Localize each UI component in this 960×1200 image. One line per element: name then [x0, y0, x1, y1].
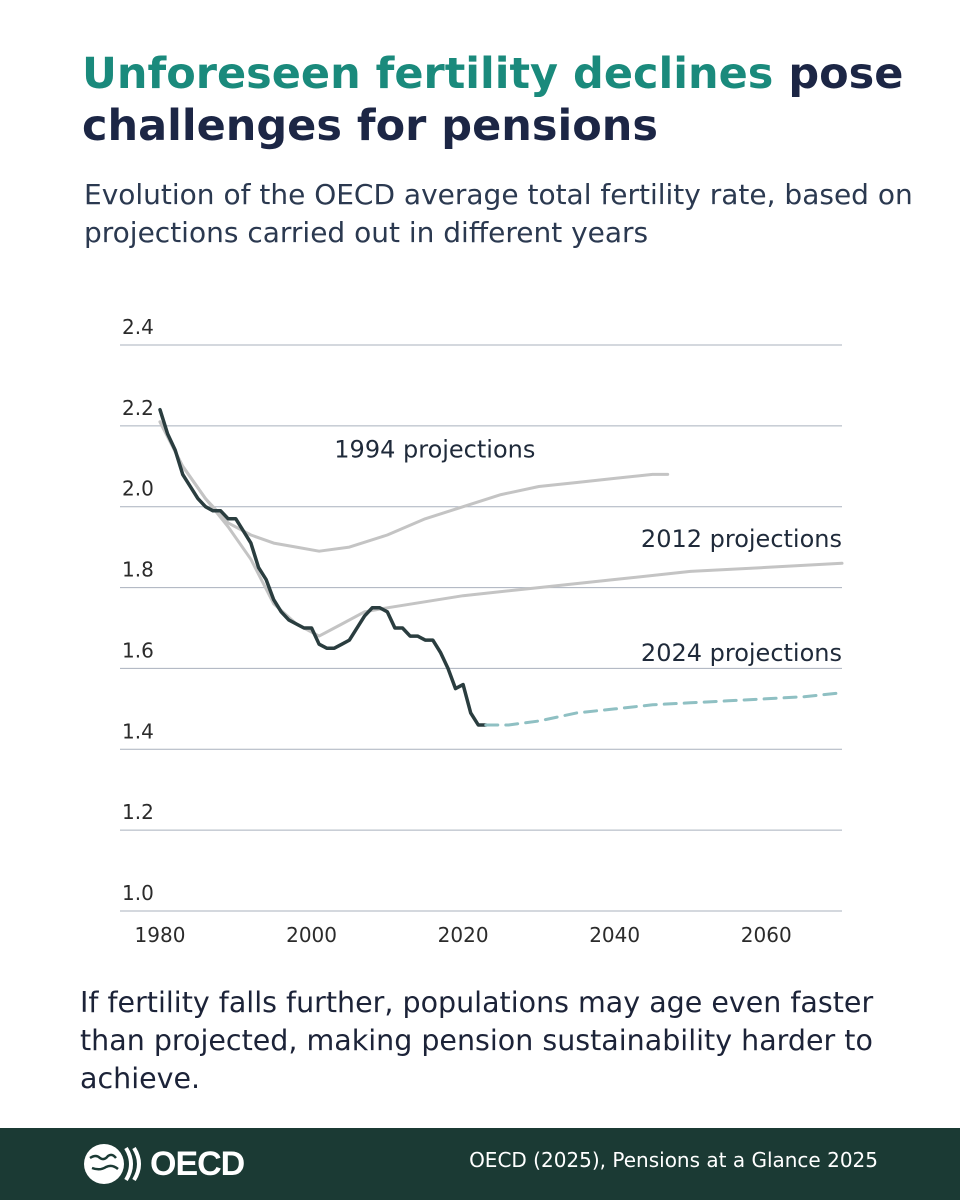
- series-labels: 1994 projections 2012 projections 2024 pro…: [334, 435, 842, 667]
- y-tick-label: 1.0: [122, 881, 154, 905]
- y-tick-label: 2.0: [122, 477, 154, 501]
- chart-subtitle: Evolution of the OECD average total fert…: [84, 178, 913, 249]
- y-tick-label: 1.6: [122, 638, 154, 662]
- x-tick-label: 2040: [589, 923, 640, 947]
- x-tick-label: 2020: [438, 923, 489, 947]
- chart-series-lines: [158, 407, 844, 727]
- y-tick-label: 1.2: [122, 800, 154, 824]
- page-title: Unforeseen fertility declines pose chall…: [82, 48, 922, 152]
- line-2012-projections: [158, 420, 844, 638]
- title-highlight: Unforeseen fertility declines: [82, 49, 774, 99]
- x-tick-label: 2060: [741, 923, 792, 947]
- footer-bar: OECD OECD (2025), Pensions at a Glance 2…: [0, 1128, 960, 1200]
- source-citation: OECD (2025), Pensions at a Glance 2025: [469, 1148, 878, 1172]
- line-2024-projections: [484, 691, 844, 727]
- oecd-logo: OECD: [82, 1140, 245, 1188]
- y-tick-label: 2.4: [122, 315, 154, 339]
- series-label: 2024 projections: [641, 639, 842, 667]
- y-tick-label: 1.4: [122, 719, 154, 743]
- chart-footnote: If fertility falls further, populations …: [80, 986, 874, 1095]
- line-observed: [158, 407, 488, 727]
- chart-gridlines: [120, 344, 842, 912]
- fertility-rate-line-chart: 2.4 2.2 2.0 1.8 1.6 1.4 1.2 1.0 1980 2000 2020 204…: [120, 315, 844, 947]
- y-axis-tick-labels: 2.4 2.2 2.0 1.8 1.6 1.4 1.2 1.0: [122, 315, 154, 905]
- series-label: 2012 projections: [641, 525, 842, 553]
- line-1994-projections: [158, 420, 670, 553]
- x-axis-tick-labels: 1980 2000 2020 2040 2060: [135, 923, 792, 947]
- x-tick-label: 1980: [135, 923, 186, 947]
- x-tick-label: 2000: [286, 923, 337, 947]
- series-label: 1994 projections: [334, 435, 535, 463]
- y-tick-label: 1.8: [122, 558, 154, 582]
- oecd-globe-icon: [84, 1144, 141, 1184]
- y-tick-label: 2.2: [122, 396, 154, 420]
- oecd-logo-text: OECD: [150, 1144, 245, 1183]
- title-rest: pose challenges for pensions: [82, 49, 904, 151]
